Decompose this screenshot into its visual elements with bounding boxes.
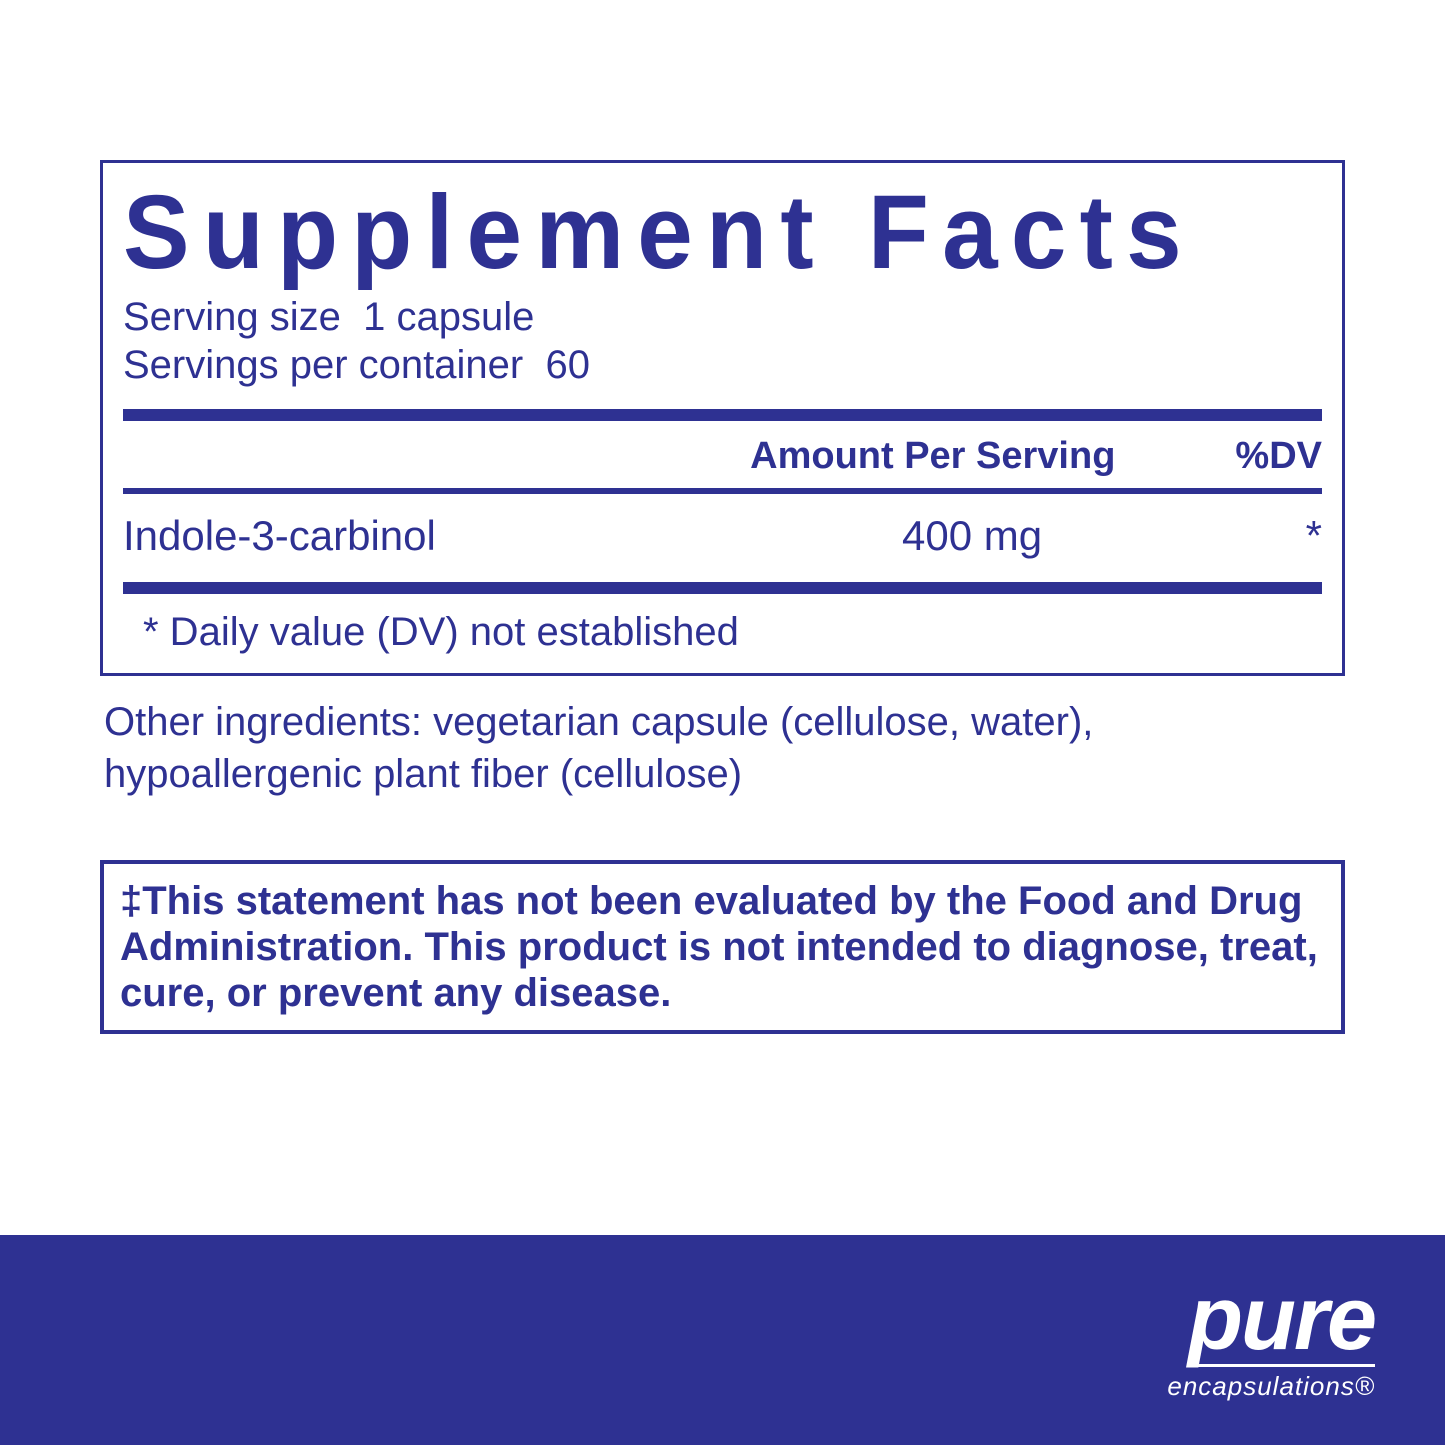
brand-subtitle: encapsulations® — [1167, 1371, 1375, 1402]
dv-footnote: * Daily value (DV) not established — [123, 602, 1322, 663]
brand-footer: pure encapsulations® — [0, 1235, 1445, 1445]
servings-per-container-label: Servings per container — [123, 343, 523, 387]
serving-size-label: Serving size — [123, 295, 341, 339]
serving-size-value: 1 capsule — [363, 295, 534, 339]
ingredient-amount: 400 mg — [902, 512, 1242, 560]
disclaimer-panel: ‡This statement has not been evaluated b… — [100, 860, 1345, 1034]
other-ingredients: Other ingredients: vegetarian capsule (c… — [100, 676, 1345, 800]
serving-info: Serving size 1 capsule Servings per cont… — [123, 293, 1322, 401]
supplement-label-content: Supplement Facts Serving size 1 capsule … — [0, 0, 1445, 1034]
servings-per-container-value: 60 — [545, 343, 590, 387]
servings-per-container-row: Servings per container 60 — [123, 341, 1322, 389]
dv-header: %DV — [1235, 435, 1322, 478]
divider-thin — [123, 488, 1322, 494]
supplement-facts-panel: Supplement Facts Serving size 1 capsule … — [100, 160, 1345, 676]
brand-name: pure — [1188, 1279, 1375, 1367]
facts-title: Supplement Facts — [123, 163, 1262, 293]
amount-header: Amount Per Serving — [750, 435, 1115, 478]
serving-size-row: Serving size 1 capsule — [123, 293, 1322, 341]
column-headers: Amount Per Serving %DV — [123, 429, 1322, 484]
ingredient-name: Indole-3-carbinol — [123, 512, 902, 560]
ingredient-dv: * — [1242, 512, 1322, 560]
divider-thick — [123, 582, 1322, 594]
brand-logo: pure encapsulations® — [1167, 1279, 1375, 1402]
ingredient-row: Indole-3-carbinol 400 mg * — [123, 498, 1322, 574]
divider-thick — [123, 409, 1322, 421]
fda-disclaimer: ‡This statement has not been evaluated b… — [120, 878, 1325, 1016]
